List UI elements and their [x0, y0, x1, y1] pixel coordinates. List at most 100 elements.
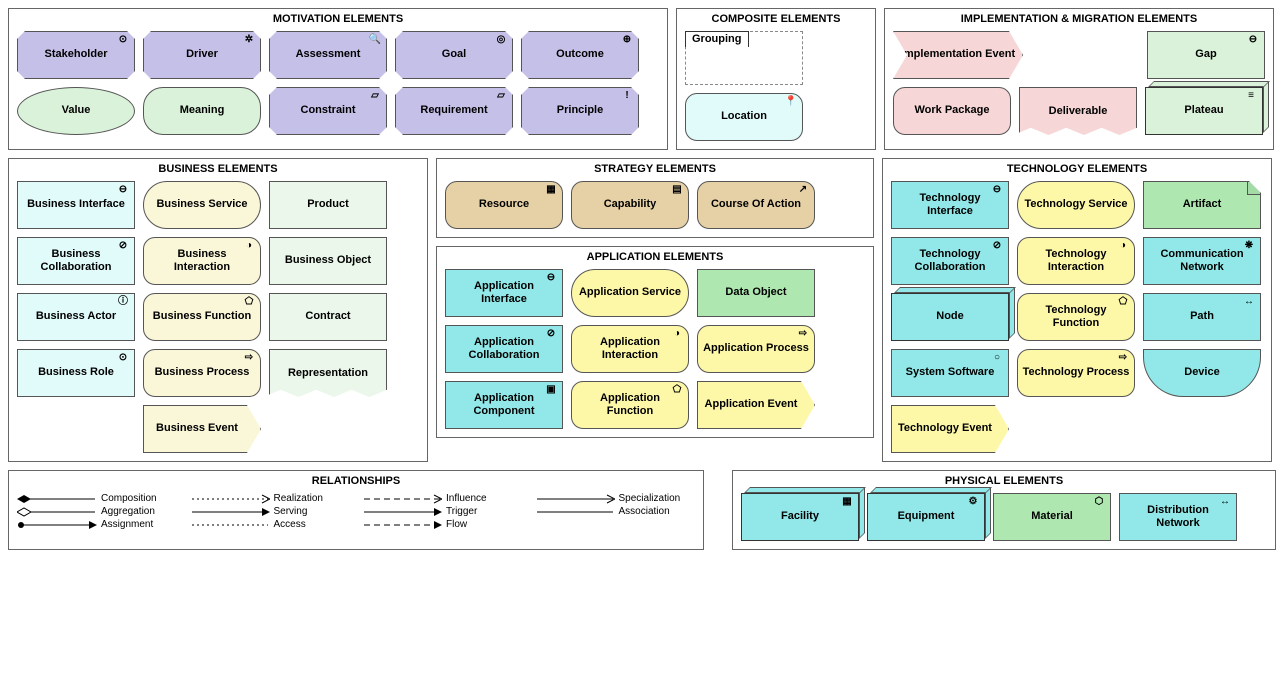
panel-title: STRATEGY ELEMENTS — [445, 163, 865, 175]
relationship-label: Assignment — [101, 519, 153, 530]
element-label: Requirement — [420, 104, 487, 117]
element-tech-interaction[interactable]: Technology Interaction◑ — [1017, 237, 1135, 285]
element-deliverable[interactable]: Deliverable — [1019, 87, 1137, 135]
element-tech-event[interactable]: Technology Event — [891, 405, 1009, 453]
equipment-icon: ⚙ — [966, 497, 980, 507]
element-plateau[interactable]: Plateau≡ — [1145, 87, 1263, 135]
relationship-label: Aggregation — [101, 506, 155, 517]
element-label: Location — [721, 110, 767, 123]
element-driver[interactable]: Driver✲ — [143, 31, 261, 79]
panel-motivation: MOTIVATION ELEMENTS Stakeholder⊙Driver✲A… — [8, 8, 668, 150]
element-label: Grouping — [685, 31, 749, 47]
element-tech-function[interactable]: Technology Function⬠ — [1017, 293, 1135, 341]
element-tech-collab[interactable]: Technology Collaboration⊘ — [891, 237, 1009, 285]
element-label: Business Interaction — [148, 248, 256, 274]
element-biz-object[interactable]: Business Object — [269, 237, 387, 285]
biz-interaction-icon: ◑ — [242, 241, 256, 251]
element-label: Value — [62, 104, 91, 117]
element-course-of-action[interactable]: Course Of Action↗ — [697, 181, 815, 229]
relationship-line-icon — [17, 494, 97, 504]
relationship-label: Influence — [446, 493, 487, 504]
element-equipment[interactable]: Equipment⚙ — [867, 493, 985, 541]
element-label: Distribution Network — [1124, 504, 1232, 530]
element-work-package[interactable]: Work Package — [893, 87, 1011, 135]
element-tech-interface[interactable]: Technology Interface⊖ — [891, 181, 1009, 229]
element-representation[interactable]: Representation — [269, 349, 387, 397]
element-app-interface[interactable]: Application Interface⊖ — [445, 269, 563, 317]
element-label: Goal — [442, 48, 466, 61]
element-biz-interaction[interactable]: Business Interaction◑ — [143, 237, 261, 285]
element-app-event[interactable]: Application Event — [697, 381, 815, 429]
element-data-object[interactable]: Data Object — [697, 269, 815, 317]
element-label: Data Object — [725, 286, 786, 299]
element-label: Facility — [781, 510, 819, 523]
element-path[interactable]: Path↔ — [1143, 293, 1261, 341]
element-meaning[interactable]: Meaning — [143, 87, 261, 135]
element-resource[interactable]: Resource▦ — [445, 181, 563, 229]
element-biz-interface[interactable]: Business Interface⊖ — [17, 181, 135, 229]
element-biz-event[interactable]: Business Event — [143, 405, 261, 453]
element-label: Business Event — [156, 422, 238, 435]
element-biz-actor[interactable]: Business Actorⓘ — [17, 293, 135, 341]
panel-title: PHYSICAL ELEMENTS — [741, 475, 1267, 487]
element-gap[interactable]: Gap⊖ — [1147, 31, 1265, 79]
element-app-interaction[interactable]: Application Interaction◑ — [571, 325, 689, 373]
comm-network-icon: ❋ — [1242, 241, 1256, 251]
element-biz-process[interactable]: Business Process⇨ — [143, 349, 261, 397]
element-label: Business Role — [38, 366, 114, 379]
element-app-function[interactable]: Application Function⬠ — [571, 381, 689, 429]
element-requirement[interactable]: Requirement▱ — [395, 87, 513, 135]
element-label: Artifact — [1183, 198, 1222, 211]
element-impl-event[interactable]: Implementation Event — [893, 31, 1023, 79]
element-tech-service[interactable]: Technology Service — [1017, 181, 1135, 229]
element-label: Device — [1184, 366, 1219, 379]
biz-function-icon: ⬠ — [242, 297, 256, 307]
element-app-service[interactable]: Application Service — [571, 269, 689, 317]
element-app-collab[interactable]: Application Collaboration⊘ — [445, 325, 563, 373]
element-biz-function[interactable]: Business Function⬠ — [143, 293, 261, 341]
element-label: Business Collaboration — [22, 248, 130, 274]
element-grouping[interactable]: Grouping — [685, 31, 803, 85]
element-label: Gap — [1195, 48, 1216, 61]
biz-process-icon: ⇨ — [242, 353, 256, 363]
element-location[interactable]: Location📍 — [685, 93, 803, 141]
element-label: Application Process — [703, 342, 809, 355]
element-principle[interactable]: Principle! — [521, 87, 639, 135]
element-outcome[interactable]: Outcome⊕ — [521, 31, 639, 79]
element-stakeholder[interactable]: Stakeholder⊙ — [17, 31, 135, 79]
element-app-component[interactable]: Application Component▣ — [445, 381, 563, 429]
element-biz-service[interactable]: Business Service — [143, 181, 261, 229]
element-goal[interactable]: Goal◎ — [395, 31, 513, 79]
element-label: Path — [1190, 310, 1214, 323]
stakeholder-icon: ⊙ — [116, 35, 130, 45]
element-biz-role[interactable]: Business Role⊙ — [17, 349, 135, 397]
element-label: Technology Function — [1022, 304, 1130, 330]
element-material[interactable]: Material⬡ — [993, 493, 1111, 541]
element-comm-network[interactable]: Communication Network❋ — [1143, 237, 1261, 285]
element-label: Application Function — [576, 392, 684, 418]
app-interface-icon: ⊖ — [544, 273, 558, 283]
element-system-software[interactable]: System Software○ — [891, 349, 1009, 397]
element-artifact[interactable]: Artifact — [1143, 181, 1261, 229]
element-node[interactable]: Node — [891, 293, 1009, 341]
relationship-label: Flow — [446, 519, 467, 530]
element-capability[interactable]: Capability▤ — [571, 181, 689, 229]
element-app-process[interactable]: Application Process⇨ — [697, 325, 815, 373]
element-label: Communication Network — [1148, 248, 1256, 274]
element-assessment[interactable]: Assessment🔍 — [269, 31, 387, 79]
element-constraint[interactable]: Constraint▱ — [269, 87, 387, 135]
panel-title: IMPLEMENTATION & MIGRATION ELEMENTS — [893, 13, 1265, 25]
element-dist-network[interactable]: Distribution Network↔ — [1119, 493, 1237, 541]
element-tech-process[interactable]: Technology Process⇨ — [1017, 349, 1135, 397]
course-of-action-icon: ↗ — [796, 185, 810, 195]
panel-business: BUSINESS ELEMENTS Business Interface⊖Bus… — [8, 158, 428, 462]
element-biz-collab[interactable]: Business Collaboration⊘ — [17, 237, 135, 285]
element-device[interactable]: Device — [1143, 349, 1261, 397]
element-value[interactable]: Value — [17, 87, 135, 135]
element-facility[interactable]: Facility▦ — [741, 493, 859, 541]
element-contract[interactable]: Contract — [269, 293, 387, 341]
row2: BUSINESS ELEMENTS Business Interface⊖Bus… — [8, 158, 1274, 462]
element-product[interactable]: Product — [269, 181, 387, 229]
element-label: Product — [307, 198, 349, 211]
relationship-label: Access — [274, 519, 306, 530]
